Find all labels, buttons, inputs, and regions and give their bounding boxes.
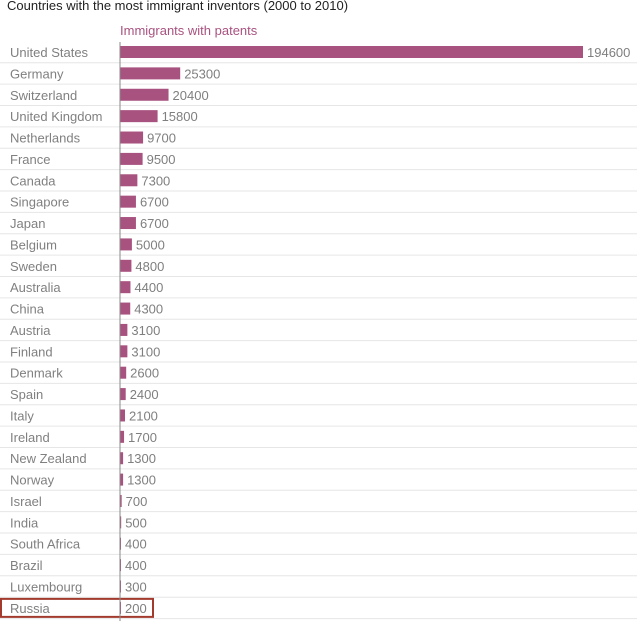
bar-italy: [120, 409, 125, 422]
bar-finland: [120, 345, 128, 358]
bar-israel: [120, 494, 122, 507]
bar-norway: [120, 473, 124, 486]
series-label: Immigrants with patents: [120, 23, 258, 38]
bar-sweden: [120, 259, 132, 272]
value-label-israel: 700: [126, 494, 148, 509]
value-label-france: 9500: [147, 152, 176, 167]
bar-new-zealand: [120, 452, 124, 465]
category-label-belgium: Belgium: [10, 237, 57, 252]
value-label-united-states: 194600: [587, 45, 630, 60]
value-label-russia: 200: [125, 601, 147, 616]
chart-title: Countries with the most immigrant invent…: [7, 0, 349, 13]
category-label-israel: Israel: [10, 494, 42, 509]
value-label-singapore: 6700: [140, 195, 169, 210]
category-label-south-africa: South Africa: [10, 537, 81, 552]
highlight-box: [0, 597, 154, 618]
bar-singapore: [120, 195, 136, 208]
bar-netherlands: [120, 131, 144, 144]
category-label-finland: Finland: [10, 344, 53, 359]
category-label-italy: Italy: [10, 408, 34, 423]
bar-france: [120, 152, 143, 165]
bar-china: [120, 302, 131, 315]
value-label-canada: 7300: [141, 173, 170, 188]
bar-japan: [120, 217, 136, 230]
bar-australia: [120, 281, 131, 294]
value-label-austria: 3100: [131, 323, 160, 338]
category-label-denmark: Denmark: [10, 366, 63, 381]
category-label-china: China: [10, 302, 45, 317]
value-label-india: 500: [125, 515, 147, 530]
bar-switzerland: [120, 88, 169, 101]
bar-spain: [120, 388, 126, 401]
category-label-canada: Canada: [10, 173, 56, 188]
value-label-brazil: 400: [125, 558, 147, 573]
value-label-china: 4300: [134, 302, 163, 317]
bar-united-states: [120, 46, 583, 58]
value-label-luxembourg: 300: [125, 580, 147, 595]
category-label-switzerland: Switzerland: [10, 88, 77, 103]
category-label-sweden: Sweden: [10, 259, 57, 274]
bar-canada: [120, 174, 138, 187]
value-label-united-kingdom: 15800: [162, 109, 198, 124]
category-label-india: India: [10, 515, 39, 530]
category-label-austria: Austria: [10, 323, 51, 338]
bar-india: [120, 516, 122, 529]
bar-belgium: [120, 238, 132, 251]
bar-ireland: [120, 430, 125, 443]
value-label-germany: 25300: [184, 66, 220, 81]
value-label-australia: 4400: [134, 280, 163, 295]
category-label-brazil: Brazil: [10, 558, 43, 573]
category-label-germany: Germany: [10, 66, 64, 81]
value-label-new-zealand: 1300: [127, 451, 156, 466]
category-label-singapore: Singapore: [10, 195, 69, 210]
category-label-netherlands: Netherlands: [10, 131, 81, 146]
category-label-france: France: [10, 152, 50, 167]
category-label-norway: Norway: [10, 473, 55, 488]
value-label-belgium: 5000: [136, 237, 165, 252]
value-label-japan: 6700: [140, 216, 169, 231]
category-label-luxembourg: Luxembourg: [10, 580, 82, 595]
category-label-russia: Russia: [10, 601, 51, 616]
category-label-new-zealand: New Zealand: [10, 451, 87, 466]
category-label-japan: Japan: [10, 216, 45, 231]
bar-austria: [120, 323, 128, 336]
value-label-switzerland: 20400: [173, 88, 209, 103]
value-label-italy: 2100: [129, 408, 158, 423]
value-label-sweden: 4800: [135, 259, 164, 274]
category-label-united-states: United States: [10, 45, 89, 60]
value-label-norway: 1300: [127, 473, 156, 488]
category-label-united-kingdom: United Kingdom: [10, 109, 103, 124]
category-label-ireland: Ireland: [10, 430, 50, 445]
category-label-australia: Australia: [10, 280, 61, 295]
value-label-spain: 2400: [130, 387, 159, 402]
value-label-finland: 3100: [131, 344, 160, 359]
bar-germany: [120, 67, 181, 80]
value-label-south-africa: 400: [125, 537, 147, 552]
value-label-ireland: 1700: [128, 430, 157, 445]
category-label-spain: Spain: [10, 387, 43, 402]
bar-denmark: [120, 366, 127, 379]
value-label-netherlands: 9700: [147, 131, 176, 146]
bar-united-kingdom: [120, 110, 158, 123]
value-label-denmark: 2600: [130, 366, 159, 381]
